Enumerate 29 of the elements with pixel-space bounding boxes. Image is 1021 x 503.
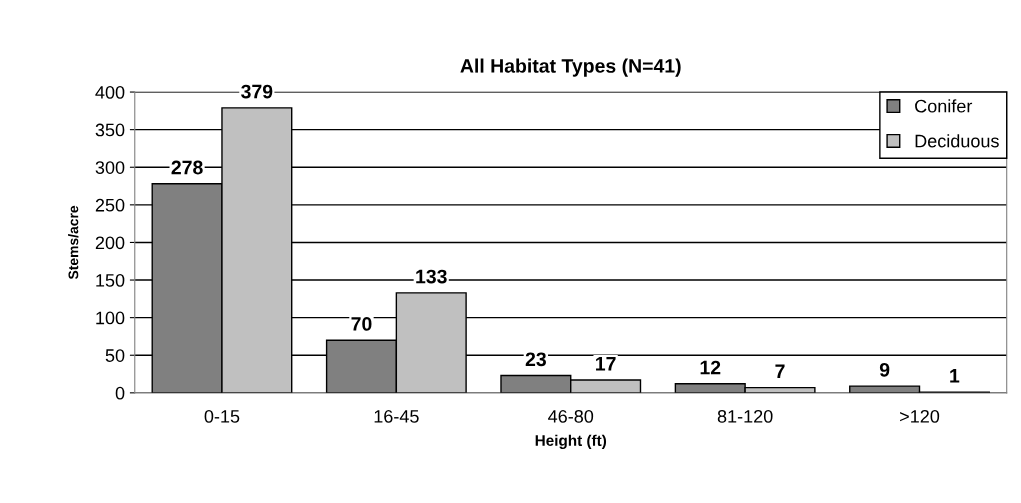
data-label: 379 bbox=[241, 84, 273, 99]
data-label: 7 bbox=[775, 364, 785, 378]
x-tick-label: 0-15 bbox=[204, 409, 240, 423]
y-tick-label: 0 bbox=[115, 386, 125, 400]
y-tick-label: 100 bbox=[96, 311, 125, 325]
data-label: 23 bbox=[525, 352, 546, 367]
y-tick-label: 250 bbox=[95, 198, 125, 212]
data-label: 17 bbox=[596, 357, 616, 371]
y-axis-title: Stems/acre bbox=[68, 205, 79, 280]
y-tick-label: 400 bbox=[95, 85, 125, 99]
x-tick-label: 16-45 bbox=[374, 409, 419, 423]
data-label: 1 bbox=[950, 369, 960, 383]
x-axis-title: Height (ft) bbox=[535, 434, 607, 449]
data-label: 133 bbox=[416, 269, 447, 284]
y-tick-label: 350 bbox=[95, 123, 125, 137]
x-tick-label: 81-120 bbox=[717, 409, 773, 423]
data-label: 278 bbox=[171, 160, 203, 175]
x-tick-label: >120 bbox=[900, 409, 940, 423]
y-tick-label: 300 bbox=[95, 161, 125, 174]
data-label: 12 bbox=[700, 360, 721, 375]
y-tick-label: 50 bbox=[105, 349, 125, 362]
legend-label: Deciduous bbox=[915, 134, 999, 148]
chart-title: All Habitat Types (N=41) bbox=[460, 58, 681, 77]
data-label: 70 bbox=[351, 317, 372, 331]
y-tick-label: 150 bbox=[96, 273, 125, 287]
legend-label: Conifer bbox=[915, 99, 973, 113]
data-label: 9 bbox=[879, 362, 890, 377]
x-tick-label: 46-80 bbox=[548, 409, 594, 423]
y-tick-label: 200 bbox=[95, 236, 125, 250]
